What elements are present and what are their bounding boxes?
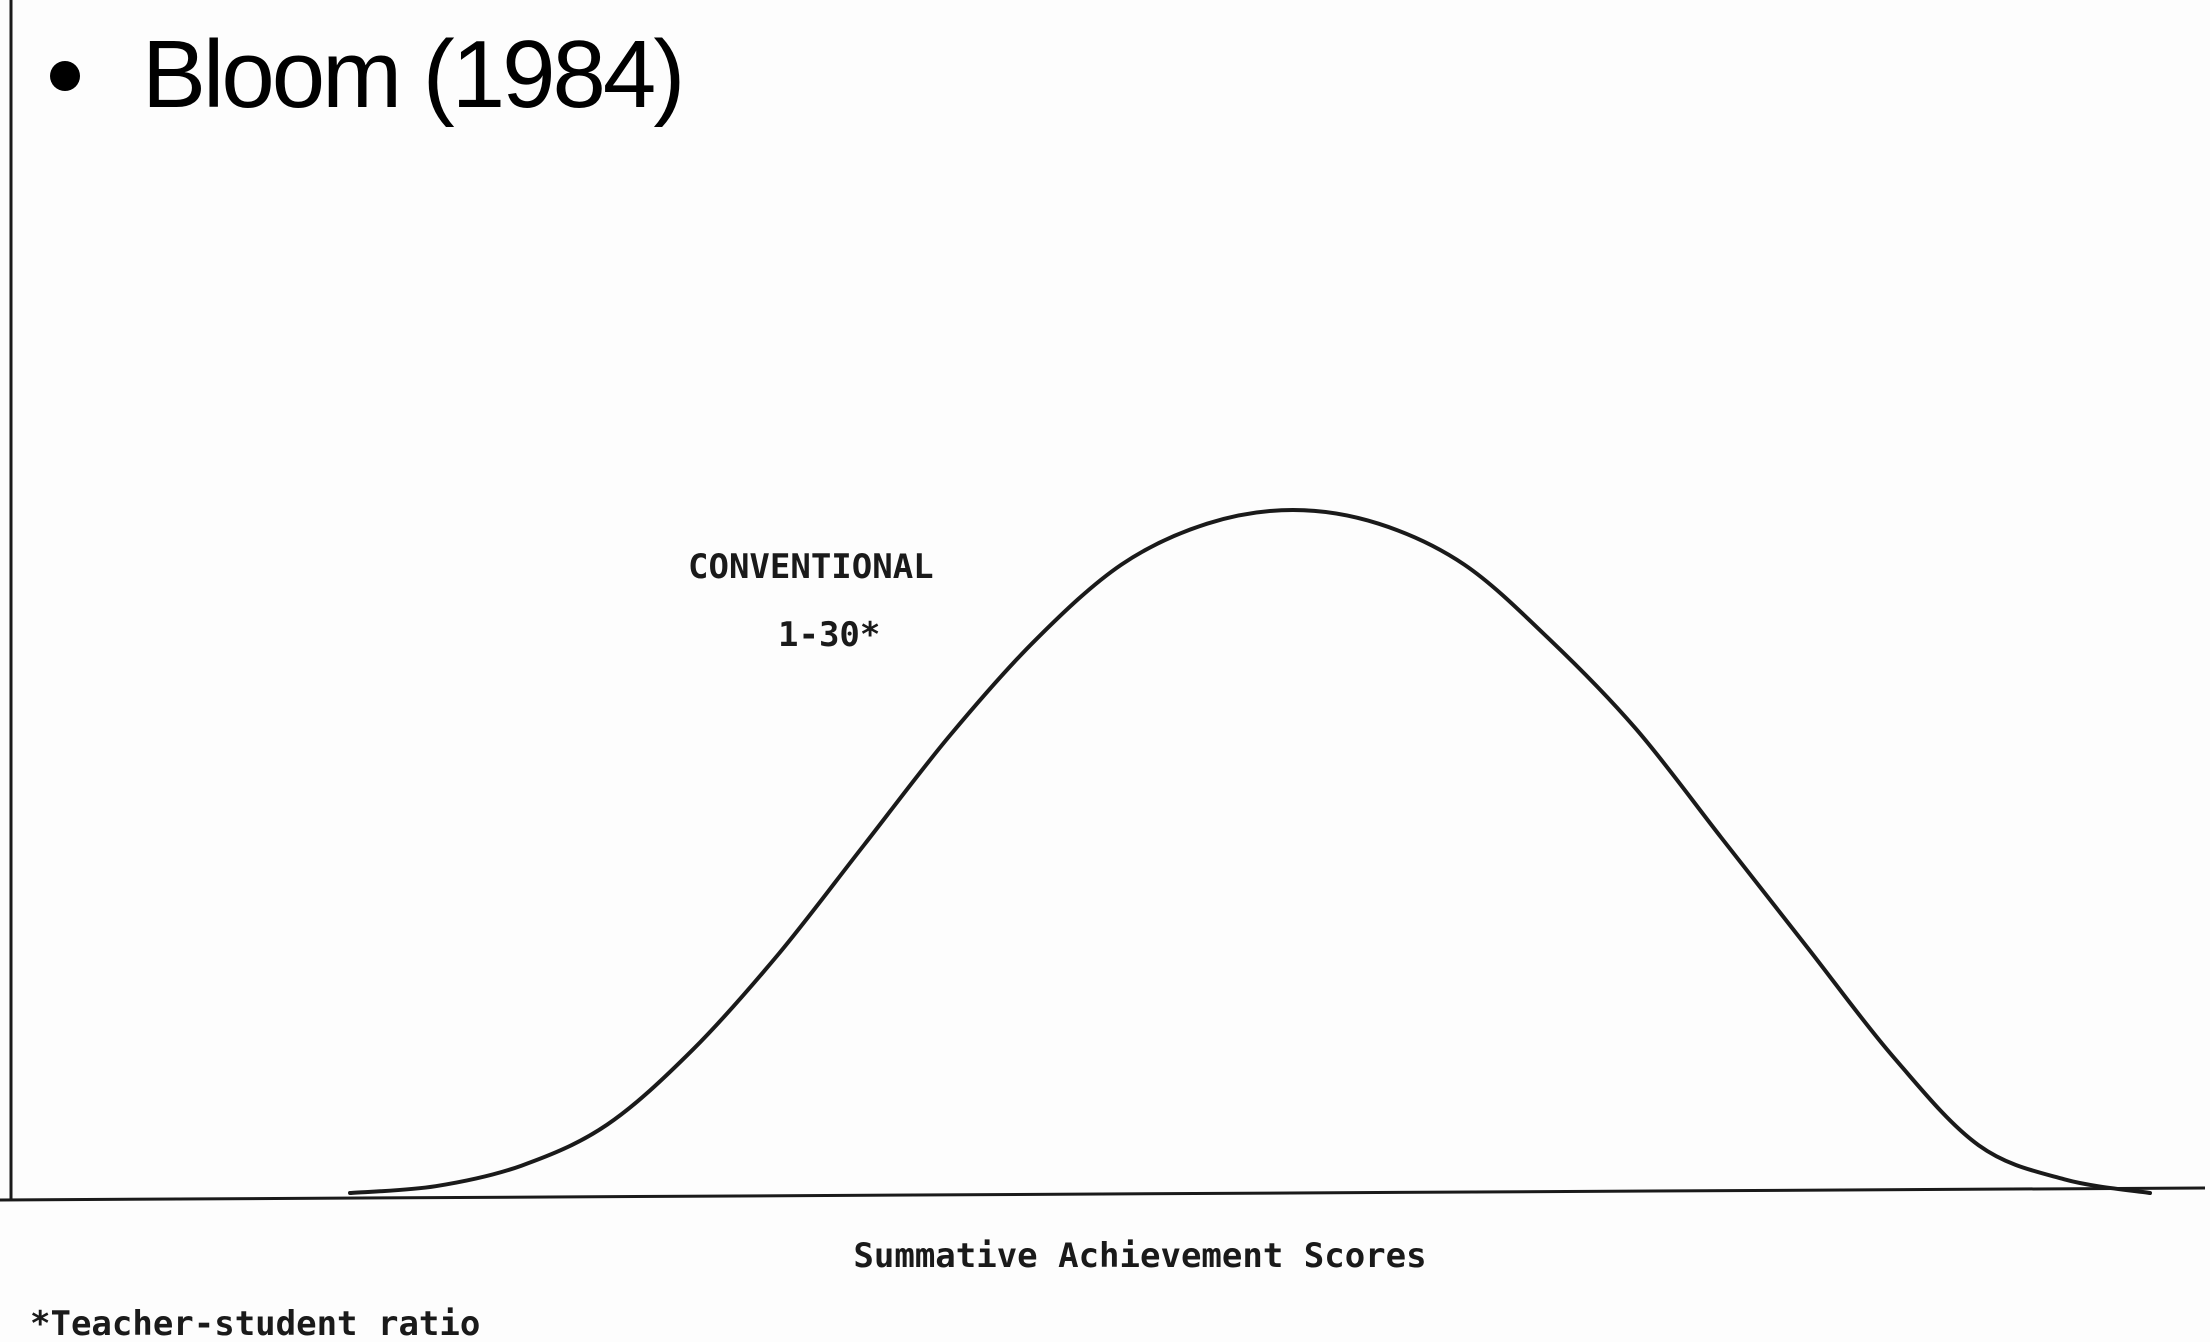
bullet-text: Bloom (1984) — [142, 21, 685, 128]
conventional-distribution-curve — [348, 508, 2152, 1195]
x-axis — [0, 1186, 2206, 1202]
x-axis-label: Summative Achievement Scores — [853, 1236, 1426, 1276]
bullet-dot-icon — [50, 60, 80, 91]
series-label-ratio: 1-30* — [778, 615, 880, 655]
footnote: *Teacher-student ratio — [30, 1304, 480, 1342]
bullet-item: Bloom (1984) — [50, 20, 685, 130]
series-label: CONVENTIONAL — [688, 547, 934, 587]
